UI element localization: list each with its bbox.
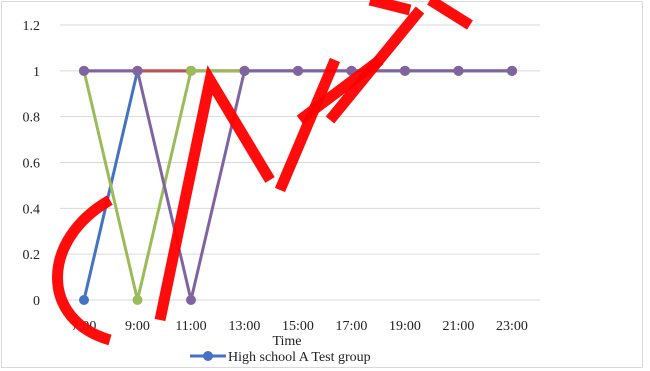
y-tick-label: 0.2 [23,248,41,263]
data-point [453,65,464,76]
chart-frame [1,1,643,368]
y-tick-label: 0.4 [23,202,41,217]
data-point [400,65,410,76]
data-point [186,65,196,76]
x-tick-label: 19:00 [389,319,421,334]
data-point [186,295,196,305]
legend-label: High school A Test group [228,350,371,365]
data-point [132,65,143,76]
x-tick-label: 17:00 [336,319,368,334]
watermark [52,0,473,346]
y-tick-label: 1.2 [23,19,41,34]
data-point [132,295,143,305]
data-point [293,65,303,76]
data-point [239,65,250,76]
data-point [79,295,89,305]
x-tick-label: 21:00 [443,319,475,334]
x-tick-label: 23:00 [496,319,528,334]
y-tick-label: 0.6 [23,157,41,172]
y-tick-label: 0.8 [23,111,41,126]
x-tick-label: 9:00 [125,319,150,334]
series-lines [79,65,517,305]
x-tick-label: 15:00 [282,319,314,334]
data-point [79,65,89,76]
y-tick-label: 1 [33,65,40,80]
y-axis-ticks: 0 0.2 0.4 0.6 0.8 1 1.2 [23,19,41,309]
data-point [507,65,517,76]
legend: High school A Test group [190,350,371,365]
y-tick-label: 0 [33,294,40,309]
legend-marker [203,351,213,361]
x-axis-title: Time [272,334,301,349]
x-tick-label: 13:00 [229,319,261,334]
x-tick-label: 11:00 [175,319,206,334]
x-axis-ticks: 7:00 9:00 11:00 13:00 15:00 17:00 19:00 21:00 23… [72,319,528,334]
